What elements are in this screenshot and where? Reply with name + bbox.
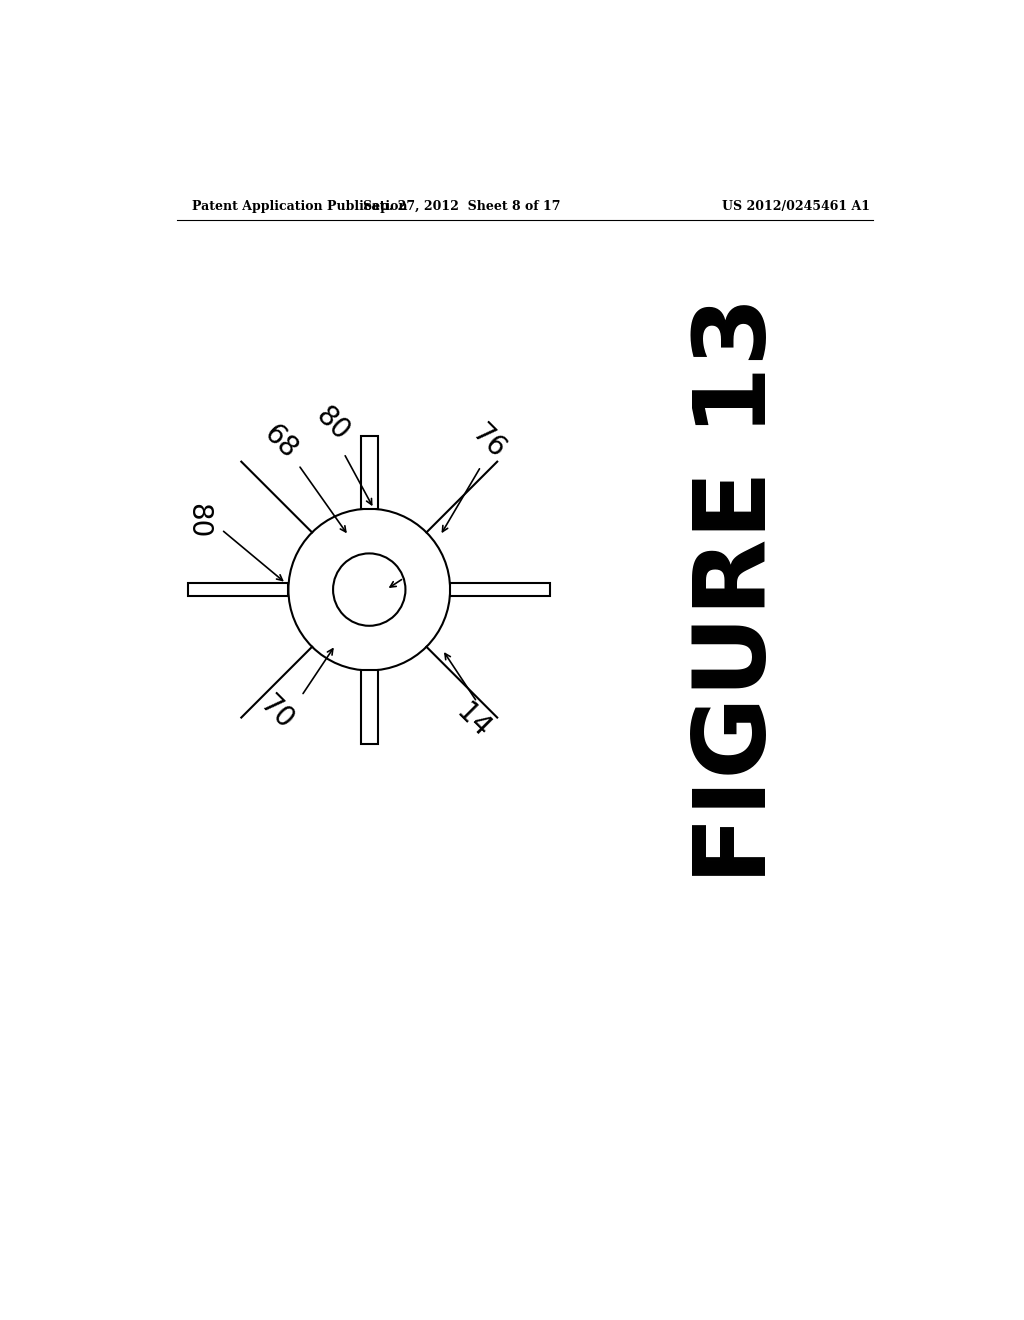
Text: 14: 14 (451, 698, 496, 743)
Text: 76: 76 (466, 420, 511, 465)
Text: 70: 70 (254, 690, 299, 735)
Text: Sep. 27, 2012  Sheet 8 of 17: Sep. 27, 2012 Sheet 8 of 17 (362, 199, 560, 213)
Text: 80: 80 (184, 503, 212, 539)
Text: Patent Application Publication: Patent Application Publication (193, 199, 408, 213)
Bar (451, 583, 550, 595)
Text: FIGURE 13: FIGURE 13 (690, 296, 787, 883)
Bar (360, 436, 378, 508)
Text: 80: 80 (310, 401, 354, 446)
Text: 68: 68 (258, 420, 303, 465)
Bar (360, 671, 378, 743)
Text: US 2012/0245461 A1: US 2012/0245461 A1 (722, 199, 869, 213)
Bar (188, 583, 289, 595)
